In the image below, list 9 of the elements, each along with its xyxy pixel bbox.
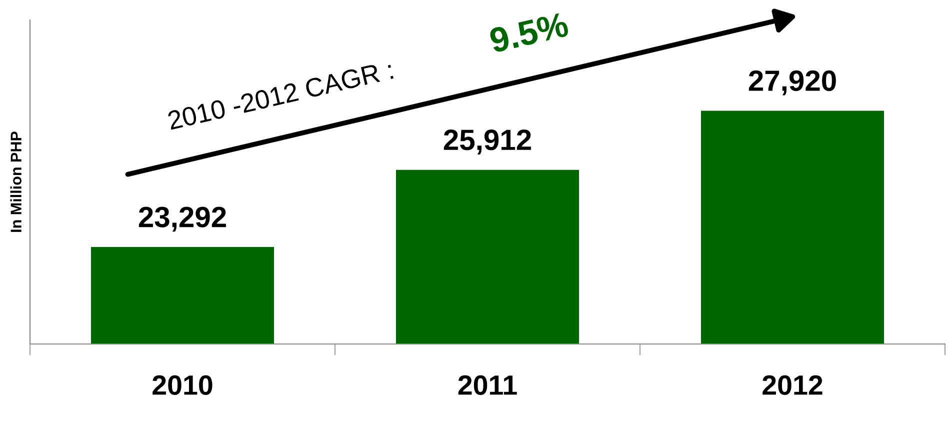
x-tick-label: 2010: [152, 375, 212, 395]
data-label: 23,292: [138, 206, 226, 232]
annotation: 2010 -2012 CAGR :: [167, 60, 394, 130]
y-axis-title: In Million PHP: [10, 132, 22, 232]
x-tick-label: 2011: [458, 375, 517, 395]
x-tick-label: 2012: [762, 375, 822, 395]
data-label: 25,912: [444, 130, 531, 154]
annotation: 9.5%: [488, 12, 570, 54]
data-label: 27,920: [748, 70, 836, 96]
